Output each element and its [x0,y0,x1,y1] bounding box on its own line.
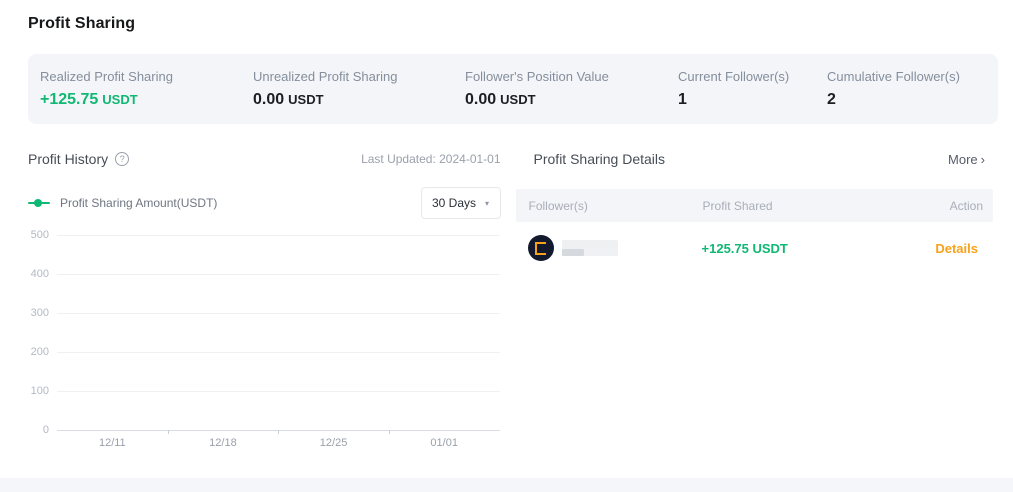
time-range-value: 30 Days [431,196,477,210]
gridline [57,391,500,392]
more-link-text: More [948,151,978,167]
help-icon[interactable]: ? [115,152,130,166]
stat-number: 0.00 [253,91,285,108]
stat-unrealized-profit-sharing: Unrealized Profit Sharing 0.00 USDT [253,69,465,109]
legend-dot-icon [34,199,42,207]
column-header-followers: Follower(s) [528,198,588,213]
y-tick-label: 0 [42,424,49,436]
x-tick-label: 01/01 [430,437,458,449]
time-range-dropdown[interactable]: 30 Days ▾ [420,187,501,219]
profit-sharing-details-panel: Profit Sharing Details More › Follower(s)… [515,151,993,274]
y-tick-label: 300 [30,307,49,319]
stat-label: Unrealized Profit Sharing [253,69,398,84]
gridline [57,352,500,353]
details-header: Profit Sharing Details More › [516,151,993,167]
stat-unit: USDT [102,92,138,107]
gridline [57,274,500,275]
stat-number: +125.75 [40,91,99,108]
follower-cell [527,235,702,261]
details-title: Profit Sharing Details [533,151,666,167]
profit-history-title-text: Profit History [28,151,109,167]
y-tick-label: 100 [30,385,49,397]
details-button[interactable]: Details [935,240,978,256]
stat-label: Current Follower(s) [678,69,790,84]
follower-avatar [527,235,554,261]
profit-history-chart: 500 400 300 200 100 0 12/11 12/1 [19,229,501,460]
column-header-action: Action [949,198,983,213]
x-tick-label: 12/18 [209,437,237,449]
details-table-header: Follower(s) Profit Shared Action [515,189,993,222]
stat-unit: USDT [500,92,536,107]
legend-label: Profit Sharing Amount(USDT) [60,196,218,210]
y-tick-label: 200 [30,346,49,358]
x-axis-tick [278,430,280,434]
y-tick-label: 500 [30,229,49,241]
column-header-profit-shared: Profit Shared [702,198,773,213]
follower-name-redacted [561,240,618,256]
profit-history-title: Profit History ? [28,151,130,167]
stat-number: 2 [827,91,836,108]
profit-history-header: Profit History ? Last Updated: 2024-01-0… [28,151,501,167]
stat-label: Realized Profit Sharing [40,69,173,84]
stat-unit: USDT [288,92,324,107]
stat-cumulative-followers: Cumulative Follower(s) 2 [827,69,998,109]
stat-number: 1 [678,91,687,108]
stat-value: 2 [827,91,998,109]
profit-history-panel: Profit History ? Last Updated: 2024-01-0… [28,151,508,460]
stat-value: +125.75 USDT [40,91,253,109]
chart-plot-area: 12/11 12/18 12/25 01/01 [57,235,500,449]
main-content: Profit History ? Last Updated: 2024-01-0… [28,151,993,460]
x-axis-tick [388,430,390,434]
stats-summary-bar: Realized Profit Sharing +125.75 USDT Unre… [28,54,998,124]
gridline [57,235,500,236]
stat-value: 0.00 USDT [253,91,465,109]
y-tick-label: 400 [30,268,49,280]
profit-sharing-page: Profit Sharing Realized Profit Sharing +… [28,15,998,460]
next-section-strip [0,478,1013,492]
stat-follower-position-value: Follower's Position Value 0.00 USDT [465,69,678,109]
chart-legend: Profit Sharing Amount(USDT) [28,196,217,210]
legend-row: Profit Sharing Amount(USDT) 30 Days ▾ [28,187,501,219]
x-tick-label: 12/11 [98,437,126,449]
table-row: +125.75 USDT Details [516,222,993,274]
x-tick-label: 12/25 [319,437,348,449]
more-link[interactable]: More › [948,152,985,167]
gridline [57,313,500,314]
stat-current-followers: Current Follower(s) 1 [678,69,827,109]
stat-label: Cumulative Follower(s) [827,69,960,84]
stat-realized-profit-sharing: Realized Profit Sharing +125.75 USDT [40,69,253,109]
stat-value: 0.00 USDT [465,91,678,109]
chevron-down-icon: ▾ [485,198,490,208]
stat-label: Follower's Position Value [465,69,609,84]
profit-shared-value: +125.75 USDT [701,240,788,256]
last-updated-label: Last Updated: 2024-01-01 [361,152,501,166]
stat-value: 1 [678,91,827,109]
stat-number: 0.00 [465,91,497,108]
chevron-right-icon: › [980,151,985,167]
x-axis-tick [167,430,169,434]
page-title: Profit Sharing [28,15,136,32]
legend-line-icon [28,199,50,207]
avatar-logo-icon [535,241,547,255]
